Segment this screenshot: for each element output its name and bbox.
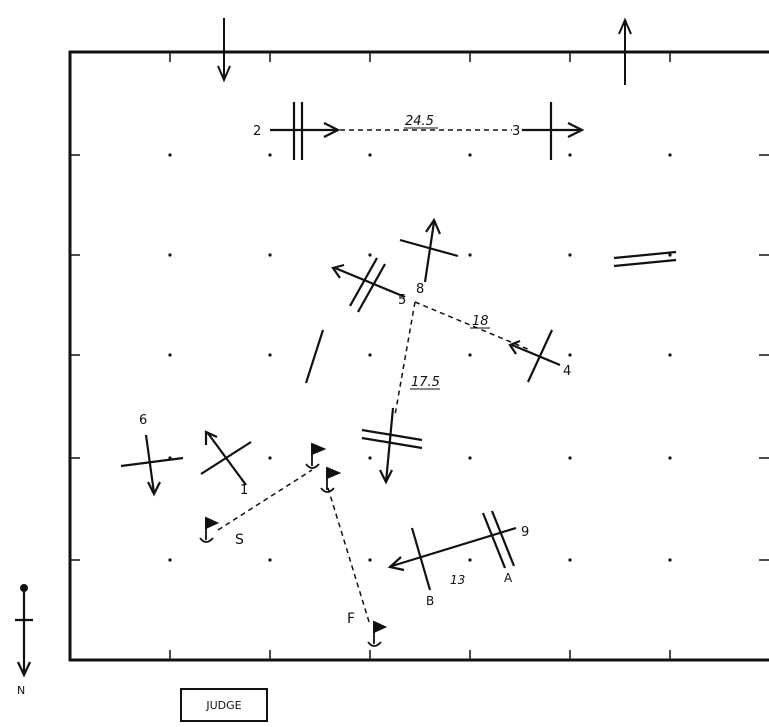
- grid-dot: [168, 153, 172, 157]
- grid-dot: [568, 558, 572, 562]
- obstacle-5: [331, 257, 406, 313]
- grid-dot: [368, 253, 372, 257]
- finish-label: F: [347, 611, 355, 627]
- station-label-4: 4: [563, 364, 571, 379]
- grid-dot: [668, 253, 672, 257]
- obstacle-8: [399, 217, 459, 283]
- station-label-5: 5: [398, 293, 406, 308]
- entry-arrow: [217, 18, 231, 83]
- grid-dot: [168, 353, 172, 357]
- station-label-A: A: [504, 571, 513, 585]
- grid-dot: [468, 558, 472, 562]
- obstacle-1: [200, 430, 252, 486]
- obstacle-4: [508, 329, 561, 383]
- grid-dot: [268, 253, 272, 257]
- distance-5-s: 17.5: [411, 375, 440, 390]
- obstacle-3: [522, 102, 585, 160]
- flag-icon-1: [305, 442, 327, 469]
- north-arrow-icon: [15, 588, 33, 678]
- distance-5-4: 18: [472, 314, 489, 329]
- grid-dot: [268, 456, 272, 460]
- start-label: S: [235, 532, 244, 548]
- exit-arrow: [618, 17, 632, 85]
- grid-dot: [268, 353, 272, 357]
- path-start-flag: [217, 469, 313, 531]
- grid-dot: [668, 456, 672, 460]
- grid-dot: [668, 558, 672, 562]
- grid-dot: [468, 153, 472, 157]
- grid-dot: [568, 153, 572, 157]
- station-label-8: 8: [416, 282, 424, 297]
- grid-dot: [568, 253, 572, 257]
- distance-A-B: 13: [450, 573, 465, 587]
- station-label-1: 1: [240, 483, 248, 498]
- grid-dot: [568, 456, 572, 460]
- path-5-4: [414, 301, 531, 351]
- station-label-9: 9: [521, 525, 529, 540]
- dashed-paths: [217, 129, 531, 626]
- station-label-3: 3: [512, 124, 520, 139]
- field-boundary: [68, 50, 769, 662]
- judge-box: JUDGE: [180, 688, 268, 722]
- finish-flag-icon: [367, 620, 388, 647]
- grid-dot: [368, 456, 372, 460]
- distance-2-3: 24.5: [405, 114, 434, 129]
- station-label-2: 2: [253, 124, 261, 139]
- station-label-B: B: [426, 594, 434, 608]
- obstacle-6: [120, 434, 184, 497]
- start-flag-icon: [199, 516, 220, 543]
- station-label-6: 6: [139, 413, 147, 428]
- obstacle-9-A-B: [387, 510, 517, 591]
- north-arrow-dot: [20, 584, 28, 592]
- flag-icon-2: [320, 466, 342, 493]
- north-label: N: [17, 684, 26, 697]
- grid-dot: [368, 353, 372, 357]
- single-bar-mid: [304, 329, 325, 384]
- grid-dot: [368, 558, 372, 562]
- obstacle-double-down: [361, 407, 423, 485]
- grid-dot: [668, 153, 672, 157]
- grid-dot: [468, 353, 472, 357]
- grid-dot: [168, 253, 172, 257]
- path-5-down: [394, 301, 416, 416]
- grid-dot: [268, 153, 272, 157]
- grid-dot: [368, 153, 372, 157]
- grid-dot: [268, 558, 272, 562]
- grid-dot: [468, 253, 472, 257]
- path-flag-finish: [327, 487, 371, 626]
- grid-dot: [568, 353, 572, 357]
- judge-label: JUDGE: [206, 698, 242, 712]
- grid-dot: [668, 353, 672, 357]
- grid-dots: [70, 52, 769, 660]
- obstacle-2: [270, 102, 341, 160]
- double-bar-right: [613, 250, 677, 268]
- grid-dot: [168, 558, 172, 562]
- grid-dot: [468, 456, 472, 460]
